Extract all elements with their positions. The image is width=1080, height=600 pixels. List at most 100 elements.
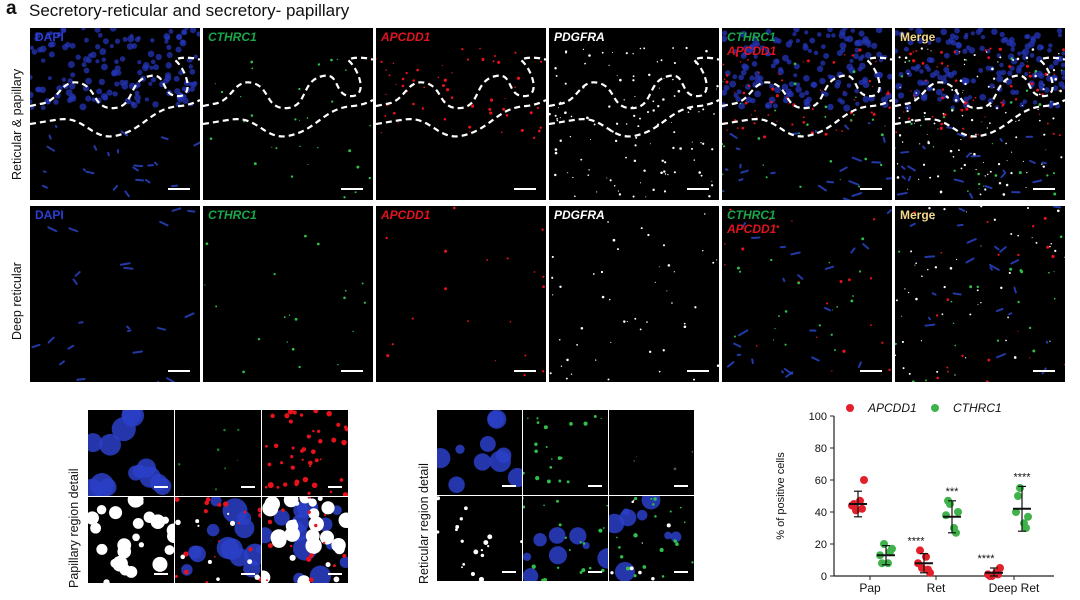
data-point-cthrc1: [1014, 492, 1022, 500]
scale-bar: [588, 571, 602, 573]
x-category-label: Pap: [859, 581, 881, 595]
channel-label-merge: Merge: [900, 208, 936, 222]
scale-bar: [687, 370, 709, 372]
cell-texture: [177, 428, 240, 495]
cell-texture: [437, 496, 522, 581]
scale-bar: [1033, 188, 1055, 190]
positive-cells-chart: 0 20 40 60 80 100 % of positive cells Pap Ret Dee…: [775, 401, 1054, 595]
cell-texture: [437, 410, 522, 493]
tile-texture: [31, 207, 196, 382]
tile-cthrc1: CTHRC1: [203, 28, 373, 200]
tile-texture: [30, 28, 200, 198]
tile-apcdd1: APCDD1: [376, 28, 546, 200]
channel-label-cthrc1: CTHRC1: [208, 30, 257, 44]
data-point-apcdd1: [916, 546, 924, 555]
scale-bar: [154, 573, 168, 575]
scale-bar: [687, 188, 709, 190]
data-point-apcdd1: [996, 564, 1004, 572]
reticular-detail-cell: [523, 496, 608, 581]
significance-label: ****: [1013, 471, 1031, 483]
significance-label: ****: [907, 535, 925, 547]
scale-bar: [860, 370, 882, 372]
y-tick-label: 40: [815, 507, 827, 519]
reticular-detail-label: Reticular region detail: [417, 463, 431, 584]
data-point-apcdd1: [858, 504, 866, 513]
channel-label-cthrc1: CTHRC1: [208, 208, 257, 222]
tile-apcdd1: APCDD1: [376, 206, 546, 382]
tile-texture: [724, 208, 892, 378]
tile-texture: [204, 234, 366, 374]
scale-bar: [674, 485, 688, 487]
row-label-deep-reticular: Deep reticular: [10, 262, 24, 340]
papillary-detail-label: Papillary region detail: [67, 468, 81, 588]
tile-texture: [549, 213, 719, 381]
panel-letter: a: [6, 0, 17, 19]
scale-bar: [168, 188, 190, 190]
cell-texture: [523, 497, 608, 581]
tile-texture: [549, 46, 719, 198]
cell-texture: [175, 497, 261, 583]
scale-bar: [341, 370, 363, 372]
scale-bar: [860, 188, 882, 190]
reticular-detail-cell: [609, 410, 694, 495]
tile-dapi: DAPI: [30, 28, 200, 200]
data-point-cthrc1: [954, 508, 962, 516]
significance-label: ***: [946, 486, 960, 498]
legend-marker-cthrc1: [931, 404, 939, 412]
scale-bar: [168, 370, 190, 372]
data-point-apcdd1: [860, 476, 868, 484]
figure-title: Secretory-reticular and secretory- papil…: [29, 1, 350, 20]
papillary-detail-cell: [262, 497, 348, 583]
legend-marker-apcdd1: [846, 404, 854, 412]
channel-label-apcdd1: APCDD1: [727, 44, 777, 58]
data-point-cthrc1: [880, 540, 888, 548]
papillary-detail-cell: [175, 410, 261, 496]
data-point-cthrc1: [1024, 512, 1032, 521]
channel-label-cthrc1: CTHRC1: [727, 208, 776, 222]
significance-label: ****: [977, 553, 995, 565]
scale-bar: [502, 485, 516, 487]
y-tick-label: 100: [809, 411, 827, 423]
data-point-cthrc1: [878, 559, 886, 568]
tile-dapi: DAPI: [30, 206, 200, 382]
channel-label-apcdd1: APCDD1: [727, 222, 777, 236]
papillary-detail-cell: [88, 410, 174, 496]
channel-label-apcdd1: APCDD1: [381, 208, 431, 222]
tile-texture: [895, 28, 1065, 199]
y-tick-label: 20: [815, 539, 827, 551]
scale-bar: [328, 573, 342, 575]
tile-cthrc1-apcdd1: CTHRC1 APCDD1: [722, 206, 892, 382]
reticular-detail-cell: [437, 410, 522, 495]
channel-label-cthrc1: CTHRC1: [727, 30, 776, 44]
scale-bar: [502, 571, 516, 573]
row-label-reticular-papillary: Reticular & papillary: [10, 68, 24, 180]
scale-bar: [514, 370, 536, 372]
tile-merge: Merge: [895, 28, 1065, 200]
cell-texture: [609, 496, 694, 581]
scale-bar: [514, 188, 536, 190]
data-point-cthrc1: [886, 548, 894, 556]
legend-label-cthrc1: CTHRC1: [953, 401, 1002, 415]
papillary-detail-cell: [88, 497, 174, 583]
cell-texture: [633, 450, 694, 471]
y-tick-label: 60: [815, 475, 827, 487]
data-point-cthrc1: [1012, 508, 1020, 516]
scale-bar: [241, 573, 255, 575]
tile-texture: [385, 206, 545, 377]
y-tick-label: 80: [815, 443, 827, 455]
papillary-detail-cell: [175, 497, 261, 583]
papillary-detail-cell: [262, 410, 348, 496]
tile-texture: [203, 56, 373, 199]
cell-texture: [523, 414, 602, 484]
tile-pdgfra: PDGFRA: [549, 28, 719, 200]
tile-texture: [895, 206, 1065, 382]
tile-texture: [376, 47, 546, 140]
scale-bar: [328, 486, 342, 488]
channel-label-dapi: DAPI: [35, 30, 64, 44]
channel-label-pdgfra: PDGFRA: [554, 208, 605, 222]
y-axis-label: % of positive cells: [775, 452, 787, 540]
reticular-detail-cell: [437, 496, 522, 581]
y-tick-label: 0: [821, 571, 827, 583]
data-point-cthrc1: [1022, 524, 1030, 532]
scale-bar: [1033, 370, 1055, 372]
